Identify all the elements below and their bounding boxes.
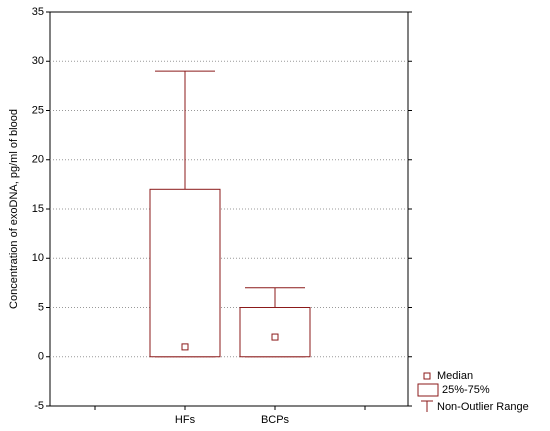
y-axis-label: Concentration of exoDNA, pg/ml of blood [8, 109, 20, 309]
y-tick-label: 10 [32, 252, 44, 264]
x-slot-ticks [94, 406, 366, 410]
y-tick-label: 5 [38, 301, 44, 313]
y-tick-label: 20 [32, 154, 44, 166]
x-tick-label: HFs [175, 414, 196, 426]
y-tick-label: 0 [38, 351, 44, 363]
legend-label: Median [437, 370, 473, 382]
y-tick-label: 25 [32, 104, 44, 116]
legend-median-symbol [423, 372, 431, 380]
y-tick-label: 15 [32, 203, 44, 215]
box [239, 307, 311, 358]
median [181, 343, 189, 351]
y-tick-label: 35 [32, 6, 44, 18]
box [149, 188, 221, 358]
legend-label: 25%-75% [442, 384, 490, 396]
plot-frame [49, 11, 409, 407]
y-tick-label: -5 [34, 400, 44, 412]
legend-label: Non-Outlier Range [437, 401, 529, 413]
x-tick-label: BCPs [261, 414, 290, 426]
legend-box-symbol [417, 383, 439, 397]
y-tick-label: 30 [32, 55, 44, 67]
median [271, 333, 279, 341]
